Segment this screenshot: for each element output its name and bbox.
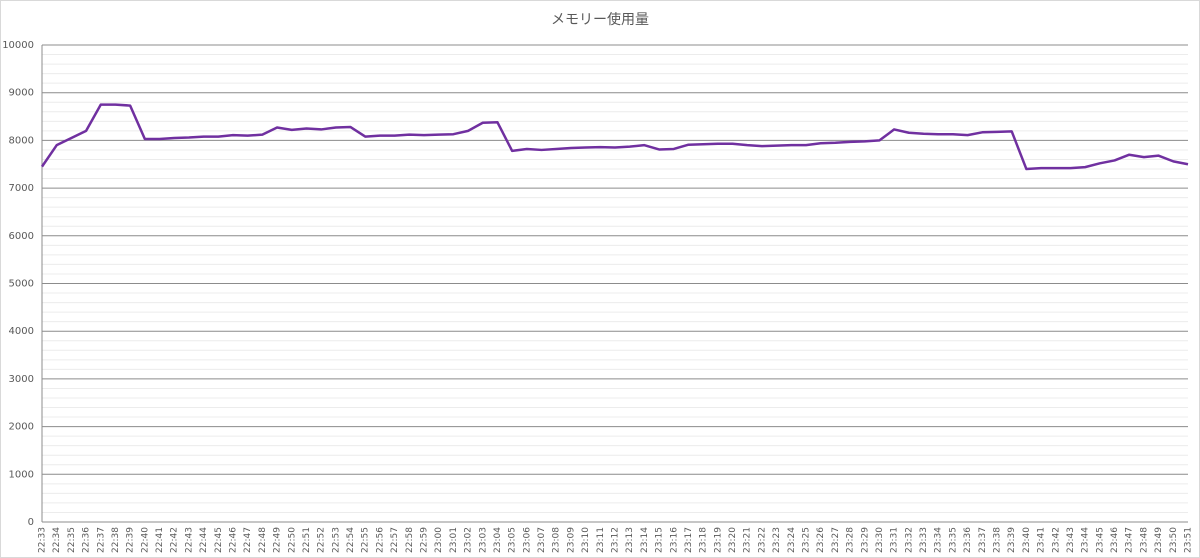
x-tick-label: 23:37 (978, 527, 988, 553)
x-tick-label: 23:44 (1081, 527, 1091, 553)
x-tick-label: 23:47 (1125, 527, 1135, 553)
x-tick-label: 23:50 (1169, 527, 1179, 553)
x-tick-label: 23:19 (713, 527, 723, 553)
x-tick-label: 23:17 (684, 527, 694, 553)
x-tick-label: 22:43 (184, 527, 194, 553)
x-tick-label: 23:14 (640, 527, 650, 553)
x-tick-label: 23:08 (552, 527, 562, 553)
x-tick-label: 23:38 (993, 527, 1003, 553)
x-tick-label: 22:44 (199, 527, 209, 553)
x-tick-label: 22:58 (405, 527, 415, 553)
x-tick-label: 23:33 (919, 527, 929, 553)
x-tick-label: 23:06 (522, 527, 532, 553)
x-tick-label: 22:57 (390, 527, 400, 553)
x-tick-label: 23:41 (1037, 527, 1047, 553)
x-tick-label: 22:53 (331, 527, 341, 553)
x-tick-label: 23:15 (655, 527, 665, 553)
x-tick-label: 22:46 (229, 527, 239, 553)
x-tick-label: 23:40 (1022, 527, 1032, 553)
y-tick-label: 6000 (9, 231, 34, 242)
x-tick-label: 22:47 (243, 527, 253, 553)
y-tick-label: 4000 (9, 326, 34, 337)
x-tick-label: 22:41 (155, 527, 165, 553)
x-tick-label: 23:39 (1007, 527, 1017, 553)
x-tick-label: 23:26 (816, 527, 826, 553)
x-tick-label: 22:37 (96, 527, 106, 553)
x-tick-label: 23:11 (596, 527, 606, 553)
x-tick-label: 23:03 (478, 527, 488, 553)
y-tick-label: 2000 (9, 422, 34, 433)
x-tick-label: 23:12 (611, 527, 621, 553)
x-tick-label: 23:25 (802, 527, 812, 553)
x-tick-label: 22:59 (420, 527, 430, 553)
x-tick-label: 22:38 (111, 527, 121, 553)
x-tick-label: 22:45 (214, 527, 224, 553)
x-tick-label: 23:18 (699, 527, 709, 553)
x-tick-label: 22:55 (361, 527, 371, 553)
y-tick-label: 0 (28, 517, 34, 528)
x-tick-label: 23:29 (860, 527, 870, 553)
x-tick-label: 23:27 (831, 527, 841, 553)
x-tick-label: 23:01 (449, 527, 459, 553)
x-tick-label: 23:30 (875, 527, 885, 553)
x-tick-label: 22:54 (346, 527, 356, 553)
x-tick-label: 22:35 (67, 527, 77, 553)
y-tick-label: 10000 (2, 40, 34, 51)
y-tick-label: 5000 (9, 279, 34, 290)
x-tick-label: 22:50 (287, 527, 297, 553)
y-tick-label: 3000 (9, 374, 34, 385)
x-tick-label: 23:49 (1154, 527, 1164, 553)
x-tick-label: 23:04 (493, 527, 503, 553)
x-tick-label: 23:31 (890, 527, 900, 553)
x-tick-label: 23:16 (669, 527, 679, 553)
x-tick-label: 23:02 (464, 527, 474, 553)
x-tick-label: 22:40 (140, 527, 150, 553)
chart-title: メモリー使用量 (551, 11, 649, 28)
x-tick-label: 23:48 (1139, 527, 1149, 553)
x-tick-label: 22:56 (375, 527, 385, 553)
x-tick-label: 22:49 (273, 527, 283, 553)
x-tick-label: 23:00 (434, 527, 444, 553)
x-tick-label: 23:24 (787, 527, 797, 553)
x-tick-label: 23:07 (537, 527, 547, 553)
x-tick-label: 23:21 (743, 527, 753, 553)
y-tick-label: 9000 (9, 88, 34, 99)
x-tick-label: 23:28 (846, 527, 856, 553)
x-tick-label: 22:39 (126, 527, 136, 553)
x-tick-label: 23:20 (728, 527, 738, 553)
x-tick-label: 23:46 (1110, 527, 1120, 553)
x-tick-label: 23:35 (948, 527, 958, 553)
y-tick-label: 7000 (9, 183, 34, 194)
x-tick-label: 22:34 (52, 527, 62, 553)
line-series (40, 103, 1189, 171)
x-tick-label: 23:23 (772, 527, 782, 553)
y-tick-label: 1000 (9, 469, 34, 480)
x-tick-label: 23:05 (508, 527, 518, 553)
x-tick-label: 23:43 (1066, 527, 1076, 553)
x-tick-label: 23:13 (625, 527, 635, 553)
x-tick-label: 22:42 (170, 527, 180, 553)
x-tick-label: 23:34 (934, 527, 944, 553)
x-tick-label: 22:33 (38, 527, 48, 553)
x-tick-label: 23:10 (581, 527, 591, 553)
x-tick-label: 23:51 (1184, 527, 1194, 553)
x-tick-label: 22:36 (82, 527, 92, 553)
x-tick-label: 22:52 (317, 527, 327, 553)
x-tick-label: 23:45 (1095, 527, 1105, 553)
x-tick-label: 23:22 (757, 527, 767, 553)
x-tick-label: 23:42 (1051, 527, 1061, 553)
y-tick-label: 8000 (9, 135, 34, 146)
x-tick-label: 22:48 (258, 527, 268, 553)
x-tick-label: 23:36 (963, 527, 973, 553)
x-tick-label: 23:09 (566, 527, 576, 553)
x-tick-label: 23:32 (904, 527, 914, 553)
x-tick-label: 22:51 (302, 527, 312, 553)
